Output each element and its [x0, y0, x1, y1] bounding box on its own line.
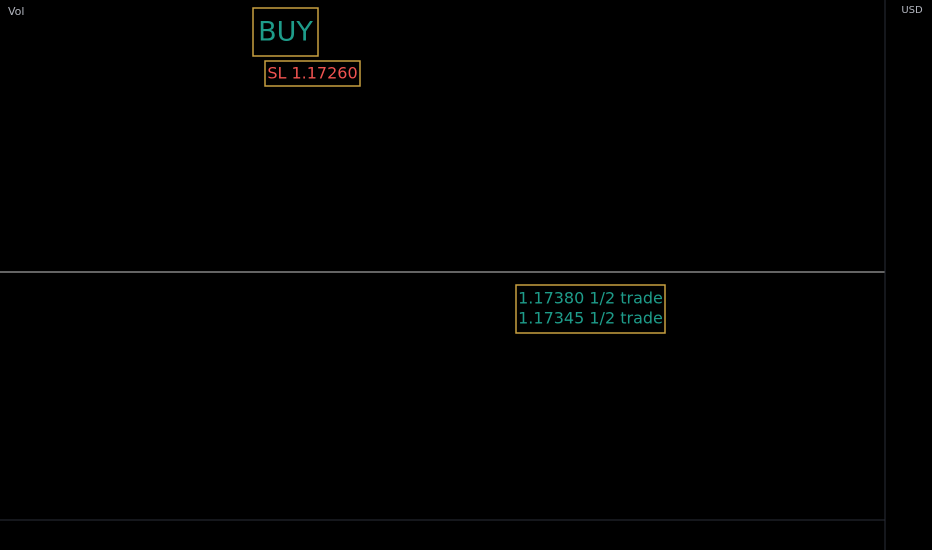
trade-box: [515, 284, 666, 334]
buy-label: BUY: [258, 17, 313, 48]
stop-box: [264, 60, 361, 87]
buy-box: [252, 7, 319, 57]
stop-label: SL 1.17260: [267, 64, 357, 83]
trade-label: 1.17380 1/2 trade: [518, 289, 663, 308]
volume-title: Vol: [8, 5, 24, 18]
currency: USD: [901, 5, 923, 16]
trade-label: 1.17345 1/2 trade: [518, 309, 663, 328]
